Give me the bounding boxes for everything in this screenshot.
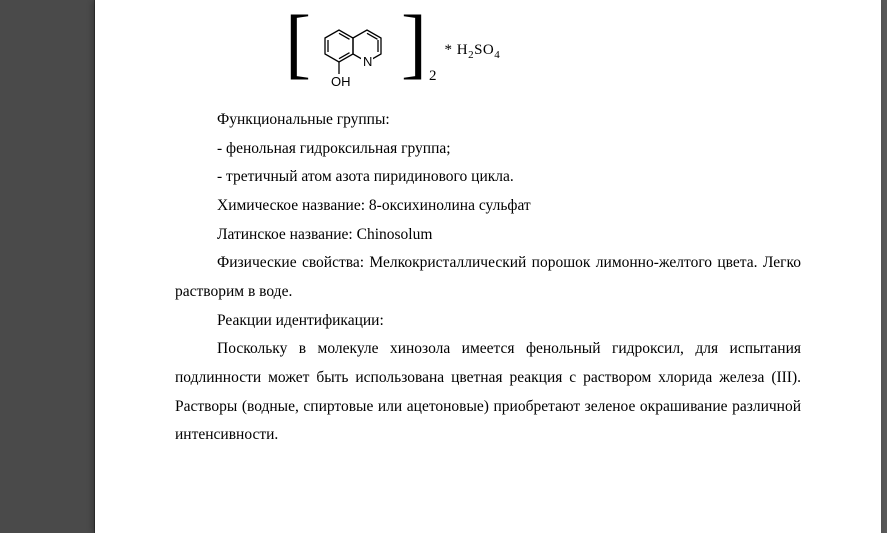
page-viewport: [ (95, 0, 887, 533)
n-atom-label: N (363, 54, 372, 69)
s-label: S (474, 42, 483, 58)
functional-groups-heading: Функциональные группы: (175, 106, 801, 135)
asterisk: * (444, 42, 452, 58)
molecule-svg: N OH (313, 8, 399, 94)
o-label: O (483, 42, 494, 58)
bracket-subscript: 2 (429, 63, 437, 91)
physical-properties: Физические свойства: Мелкокристаллически… (175, 249, 801, 306)
bracketed-structure: [ (285, 8, 436, 94)
document-page: [ (95, 0, 881, 533)
chemical-formula: [ (175, 8, 801, 94)
left-bracket: [ (285, 10, 311, 76)
right-bracket: ] (401, 10, 427, 76)
thumbnail-sidebar[interactable] (0, 0, 95, 533)
identification-heading: Реакции идентификации: (175, 307, 801, 336)
counterion-label: * H2SO4 (444, 37, 500, 65)
oh-label: OH (331, 74, 351, 89)
functional-group-1: - фенольная гидроксильная группа; (175, 135, 801, 164)
h-label: H (457, 42, 468, 58)
chemical-name: Химическое название: 8-оксихинолина суль… (175, 192, 801, 221)
functional-group-2: - третичный атом азота пиридинового цикл… (175, 163, 801, 192)
latin-name: Латинское название: Chinosolum (175, 221, 801, 250)
page-content: [ (175, 8, 801, 450)
sub-4: 4 (494, 49, 500, 61)
identification-paragraph: Поскольку в молекуле хинозола имеется фе… (175, 335, 801, 450)
